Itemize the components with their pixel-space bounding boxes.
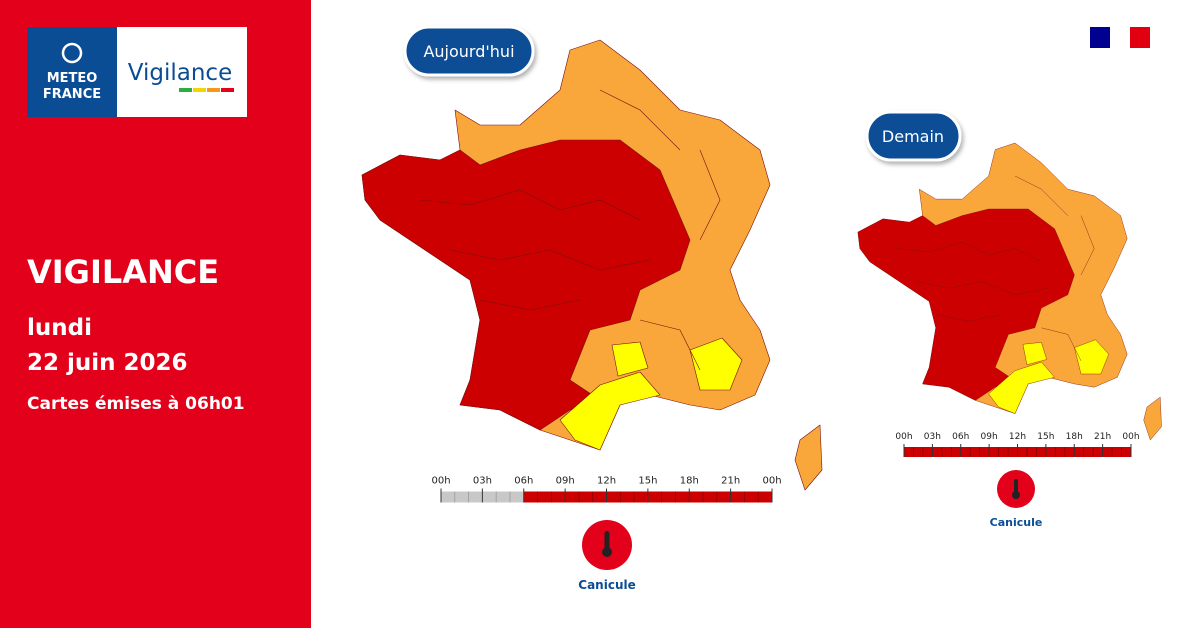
timeline-label: 09h <box>556 476 575 487</box>
logo-line1: METEO <box>47 71 98 86</box>
headline-issued: Cartes émises à 06h01 <box>27 394 245 414</box>
headline-title: VIGILANCE <box>27 253 219 291</box>
day-badge <box>403 25 535 77</box>
logo-colors <box>179 88 234 92</box>
timeline-segment <box>689 491 731 503</box>
timeline-segment <box>730 491 772 503</box>
timeline-segment <box>482 491 524 503</box>
timeline-label: 03h <box>924 432 941 442</box>
timeline-label: 03h <box>473 476 492 487</box>
timeline-segment <box>1074 447 1103 457</box>
timeline-label: 09h <box>981 432 998 442</box>
map-tomorrow <box>857 142 1162 441</box>
timeline-label: 12h <box>597 476 616 487</box>
timeline-segment <box>1045 447 1075 457</box>
day-badge <box>865 110 962 162</box>
timeline-label: 00h <box>895 432 912 442</box>
timeline-label: 18h <box>680 476 699 487</box>
timeline-segment <box>441 491 483 503</box>
logo-mark <box>27 27 117 117</box>
timeline-label: 06h <box>514 476 533 487</box>
timeline-segment <box>523 491 566 503</box>
timeline-label: 06h <box>952 432 969 442</box>
heat-icon <box>997 470 1035 508</box>
timeline-label: 15h <box>1037 432 1054 442</box>
timeline-segment <box>647 491 690 503</box>
map-label: Demain <box>882 127 944 146</box>
timeline-segment <box>606 491 648 503</box>
headline-day: lundi <box>27 315 92 341</box>
timeline-segment <box>1102 447 1131 457</box>
logo-line2: FRANCE <box>43 87 101 102</box>
timeline-segment <box>1017 447 1046 457</box>
map-label: Aujourd'hui <box>423 42 514 61</box>
timeline-label: 21h <box>721 476 740 487</box>
flag <box>1090 27 1150 48</box>
logo-product: Vigilance <box>128 60 232 86</box>
timeline-label: 00h <box>1122 432 1139 442</box>
headline-date: 22 juin 2026 <box>27 350 188 376</box>
heat-icon <box>582 520 632 570</box>
phenomenon-label: Canicule <box>578 578 635 592</box>
timeline-segment <box>960 447 990 457</box>
timeline-label: 00h <box>431 476 450 487</box>
phenomenon-label: Canicule <box>990 516 1043 529</box>
timeline-segment <box>904 447 933 457</box>
timeline-label: 15h <box>638 476 657 487</box>
timeline-label: 00h <box>762 476 781 487</box>
timeline-segment <box>565 491 607 503</box>
timeline-segment <box>989 447 1018 457</box>
timeline-segment <box>932 447 961 457</box>
logo-icon <box>61 42 83 64</box>
timeline-label: 12h <box>1009 432 1026 442</box>
timeline-label: 18h <box>1066 432 1083 442</box>
timeline-label: 21h <box>1094 432 1111 442</box>
map-today <box>361 39 823 491</box>
